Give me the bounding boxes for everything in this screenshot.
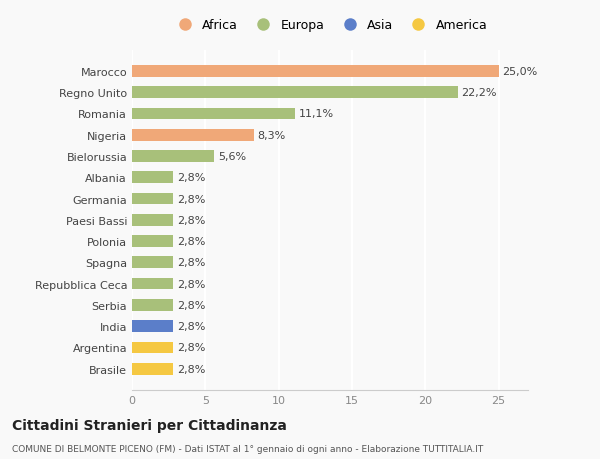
Bar <box>132 363 173 375</box>
Bar <box>132 299 173 311</box>
Text: 2,8%: 2,8% <box>177 300 205 310</box>
Bar <box>132 151 214 162</box>
Text: 2,8%: 2,8% <box>177 215 205 225</box>
Text: 2,8%: 2,8% <box>177 321 205 331</box>
Text: 11,1%: 11,1% <box>298 109 334 119</box>
Text: 2,8%: 2,8% <box>177 343 205 353</box>
Text: 2,8%: 2,8% <box>177 364 205 374</box>
Legend: Africa, Europa, Asia, America: Africa, Europa, Asia, America <box>172 19 488 32</box>
Text: 2,8%: 2,8% <box>177 173 205 183</box>
Text: 2,8%: 2,8% <box>177 279 205 289</box>
Bar <box>132 193 173 205</box>
Bar <box>132 87 458 99</box>
Bar <box>132 129 254 141</box>
Text: Cittadini Stranieri per Cittadinanza: Cittadini Stranieri per Cittadinanza <box>12 418 287 432</box>
Bar <box>132 320 173 332</box>
Bar <box>132 278 173 290</box>
Text: 2,8%: 2,8% <box>177 236 205 246</box>
Bar <box>132 172 173 184</box>
Text: 22,2%: 22,2% <box>461 88 497 98</box>
Text: 2,8%: 2,8% <box>177 258 205 268</box>
Text: 5,6%: 5,6% <box>218 151 246 162</box>
Text: 2,8%: 2,8% <box>177 194 205 204</box>
Bar <box>132 257 173 269</box>
Bar <box>132 108 295 120</box>
Bar <box>132 214 173 226</box>
Text: COMUNE DI BELMONTE PICENO (FM) - Dati ISTAT al 1° gennaio di ogni anno - Elabora: COMUNE DI BELMONTE PICENO (FM) - Dati IS… <box>12 444 483 453</box>
Text: 8,3%: 8,3% <box>257 130 286 140</box>
Text: 25,0%: 25,0% <box>502 67 538 77</box>
Bar <box>132 66 499 78</box>
Bar <box>132 342 173 353</box>
Bar <box>132 236 173 247</box>
